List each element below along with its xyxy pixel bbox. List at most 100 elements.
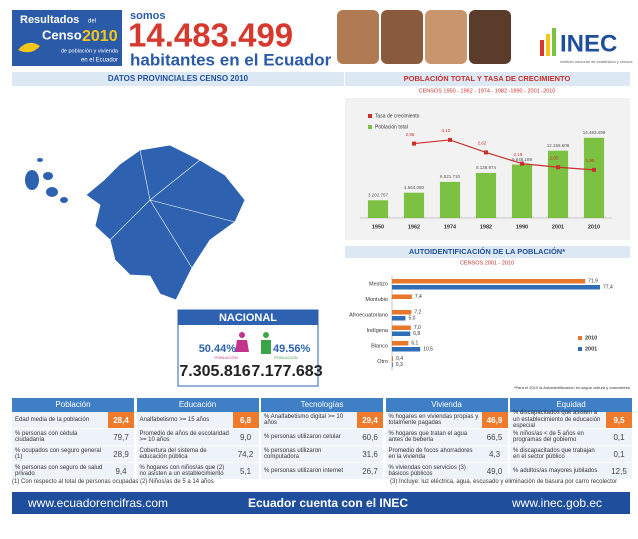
bar xyxy=(475,172,497,218)
y-tick-label: Mestizo xyxy=(369,281,388,287)
row-label: % hogares que tratan el agua antes de be… xyxy=(388,430,468,444)
bar xyxy=(511,164,533,218)
table-column: Educación Analfabetismo >= 15 años 6,8 Prom… xyxy=(136,398,259,480)
line xyxy=(413,139,595,171)
male-icon xyxy=(263,332,269,338)
value-label: 3.202.757 xyxy=(368,192,389,197)
value-label: 7,2 xyxy=(414,310,421,316)
value-label: 6,8 xyxy=(413,331,420,337)
row-value: 31,6 xyxy=(362,449,378,459)
column-header: Equidad xyxy=(510,398,632,412)
inec-logo: INEC xyxy=(560,30,617,57)
row-label: % personas utilizaron computadora xyxy=(264,447,322,461)
value-label: 1,95 xyxy=(586,158,595,163)
footer-link[interactable]: www.ecuadorencifras.com xyxy=(28,496,169,510)
x-tick-label: 1962 xyxy=(408,224,420,230)
table-row: Cobertura del sistema de educación públi… xyxy=(136,446,259,463)
bar xyxy=(392,316,406,321)
legend-label: Población total xyxy=(375,124,408,130)
photo xyxy=(425,10,467,64)
row-label: % personas con cédula ciudadanía xyxy=(15,430,78,444)
row-label: Edad media de la población xyxy=(15,416,90,423)
bar xyxy=(583,137,605,218)
row-label: % ocupados con seguro general (1) xyxy=(15,447,102,461)
line-marker xyxy=(484,150,488,155)
table-row: % personas utilizaron internet 26,7 xyxy=(261,463,383,480)
chart-title: POBLACIÓN TOTAL Y TASA DE CRECIMIENTO xyxy=(404,74,571,83)
chart-note: *Para el 2010 la Autoidentificación es s… xyxy=(514,385,630,390)
table-row: Analfabetismo >= 15 años 6,8 xyxy=(136,412,259,429)
table-row: % adultos/as mayores jubilados 12,5 xyxy=(510,463,632,480)
table-row: % personas con cédula ciudadanía 79,7 xyxy=(12,429,134,446)
headline-number: 14.483.499 xyxy=(128,17,293,54)
island xyxy=(37,158,43,162)
legend-swatch xyxy=(368,125,372,129)
row-label: Cobertura del sistema de educación públi… xyxy=(139,447,207,461)
column-header: Educación xyxy=(136,398,259,412)
table-row: % personas utilizaron celular 60,6 xyxy=(261,429,383,446)
bar xyxy=(439,181,461,218)
y-tick-label: Montubio xyxy=(365,297,388,303)
row-label: Promedio de años de escolaridad >= 10 añ… xyxy=(139,430,229,444)
table-column: Equidad% discapacitados que asisten a un… xyxy=(510,398,632,480)
row-value: 9,5 xyxy=(606,412,632,428)
column-header: Población xyxy=(12,398,134,412)
table-column: Vivienda% hogares en viviendas propias y… xyxy=(385,398,508,480)
row-value: 5,1 xyxy=(239,466,252,476)
row-value: 29,4 xyxy=(357,412,383,428)
row-value: 74,2 xyxy=(237,449,254,459)
infographic: Resultados del Censo 2010 de población y… xyxy=(12,10,633,390)
value-label: 6.521.710 xyxy=(440,174,461,179)
chart-subtitle: CENSOS 2001 - 2010 xyxy=(460,260,514,266)
value-label: 10,5 xyxy=(423,347,433,353)
row-label: % Analfabetismo digital >= 10 años xyxy=(264,413,344,427)
column-header: Tecnologías xyxy=(261,398,383,412)
table-row: % discapacitados que trabajan en el sect… xyxy=(510,446,632,463)
value-label: 0,3 xyxy=(396,362,403,368)
value-label: 7,0 xyxy=(414,325,421,331)
row-label: % niños/as < de 5 años en programas del … xyxy=(513,430,584,444)
value-label: 2,62 xyxy=(478,141,487,146)
line-marker xyxy=(520,161,524,166)
legend-label: 2010 xyxy=(585,335,597,341)
row-value: 12,5 xyxy=(611,466,627,476)
inec-tagline: instituto nacional de estadística y cens… xyxy=(560,59,633,64)
men-percent: 49.56% xyxy=(273,343,311,355)
value-label: 12.156.608 xyxy=(547,143,570,148)
value-label: 0,4 xyxy=(396,356,403,362)
somos: somos xyxy=(130,10,165,22)
row-label: % adultos/as mayores jubilados xyxy=(513,467,598,474)
value-label: 2,96 xyxy=(406,132,415,137)
row-label: % personas utilizaron internet xyxy=(264,467,344,474)
x-tick-label: 1990 xyxy=(516,224,528,230)
women-count: 7.305.816 xyxy=(179,363,250,380)
male-icon xyxy=(261,340,271,354)
value-label: 71,9 xyxy=(588,279,598,285)
bar xyxy=(392,310,412,315)
value-label: 9.648.189 xyxy=(512,157,533,162)
legend-swatch xyxy=(578,347,582,351)
section-header xyxy=(345,246,630,258)
logo-box xyxy=(12,10,122,66)
row-label: Analfabetismo >= 15 años xyxy=(139,416,210,423)
bar xyxy=(367,200,389,218)
bar xyxy=(392,325,411,330)
footer-link[interactable]: www.inec.gob.ec xyxy=(512,496,603,510)
photo xyxy=(469,10,511,64)
logo-icon xyxy=(18,42,40,53)
island xyxy=(43,172,53,180)
island xyxy=(46,187,58,197)
row-value: 28,9 xyxy=(113,449,129,459)
legend-swatch xyxy=(578,336,582,340)
row-label: % hogares con niños/as que (2) no asiste… xyxy=(139,464,225,478)
bar xyxy=(392,347,421,352)
footer: www.ecuadorencifras.com Ecuador cuenta c… xyxy=(12,492,630,514)
table-row: % personas utilizaron computadora 31,6 xyxy=(261,446,383,463)
logo-text: de población y vivienda xyxy=(61,48,119,54)
island xyxy=(25,170,39,190)
row-label: % viviendas con servicios (3) básicos pú… xyxy=(388,464,466,478)
value-label: 4.564.080 xyxy=(404,185,425,190)
bar xyxy=(392,279,586,284)
y-tick-label: Indígena xyxy=(367,328,389,334)
